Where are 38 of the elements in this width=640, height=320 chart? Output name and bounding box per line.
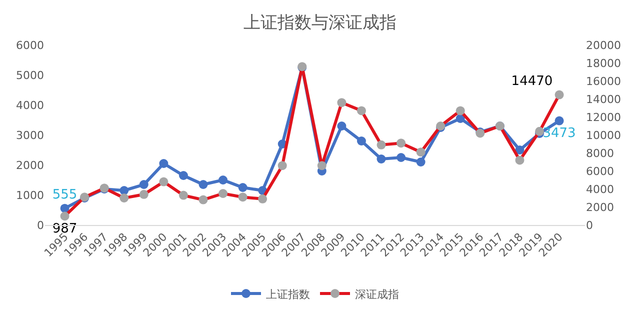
y2-tick-label: 10000 xyxy=(586,128,621,142)
point xyxy=(554,116,564,126)
data-label: 14470 xyxy=(511,74,553,89)
y2-tick-label: 16000 xyxy=(586,74,621,88)
point xyxy=(337,122,346,130)
point xyxy=(356,136,366,146)
point xyxy=(120,186,129,195)
y-tick-label: 6000 xyxy=(16,38,44,52)
point xyxy=(515,146,524,154)
point xyxy=(416,158,426,166)
point xyxy=(159,159,168,168)
y-tick-label: 2000 xyxy=(16,158,44,172)
point xyxy=(218,176,228,184)
y-tick-label: 4000 xyxy=(16,98,44,112)
legend-label: 深证成指 xyxy=(355,288,399,301)
point xyxy=(376,154,386,164)
point xyxy=(139,180,148,189)
y2-tick-label: 2000 xyxy=(586,200,614,214)
y2-tick-label: 20000 xyxy=(586,38,621,52)
data-label: 3473 xyxy=(542,126,576,142)
point xyxy=(178,171,188,180)
legend-label: 上证指数 xyxy=(266,288,310,301)
y2-tick-label: 4000 xyxy=(586,182,614,196)
point xyxy=(238,183,248,192)
y-tick-label: 5000 xyxy=(16,68,44,82)
point xyxy=(198,180,208,189)
chart-title: 上证指数与深证成指 xyxy=(244,12,396,33)
y-tick-label: 0 xyxy=(37,218,44,232)
y-tick-label: 3000 xyxy=(16,128,44,142)
y2-tick-label: 12000 xyxy=(586,110,621,124)
y2-tick-label: 0 xyxy=(586,218,593,232)
point xyxy=(396,153,406,162)
y2-tick-label: 18000 xyxy=(586,56,621,70)
y2-tick-label: 8000 xyxy=(586,146,614,160)
y2-tick-label: 14000 xyxy=(586,92,621,106)
y2-tick-label: 6000 xyxy=(586,164,614,178)
data-label: 555 xyxy=(52,187,78,202)
y-tick-label: 1000 xyxy=(16,188,44,202)
